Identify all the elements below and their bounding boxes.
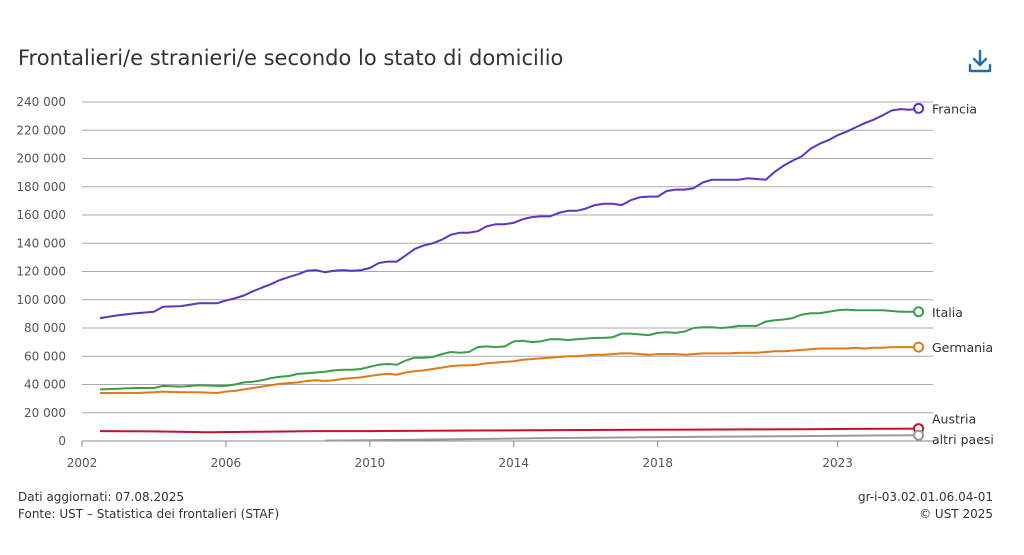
x-tick-label: 2023: [822, 456, 853, 470]
download-icon-glyph: [968, 49, 992, 73]
download-icon[interactable]: [966, 49, 994, 75]
series-label-francia: Francia: [932, 101, 977, 116]
end-marker-germania[interactable]: [913, 341, 925, 353]
x-tick-label: 2010: [355, 456, 386, 470]
y-tick-label: 40 000: [24, 378, 66, 392]
y-tick-label: 140 000: [16, 236, 66, 250]
series-label-italia: Italia: [932, 305, 963, 320]
y-tick-label: 80 000: [24, 321, 66, 335]
chart-title: Frontalieri/e stranieri/e secondo lo sta…: [18, 46, 564, 70]
series-label-germania: Germania: [932, 340, 993, 355]
y-tick-label: 120 000: [16, 265, 66, 279]
series-label-altri-paesi: altri paesi: [932, 432, 994, 447]
y-tick-label: 100 000: [16, 293, 66, 307]
series-line-germania[interactable]: [100, 346, 919, 394]
series-line-italia[interactable]: [99, 308, 919, 391]
copyright: © UST 2025: [919, 507, 993, 521]
data-updated: Dati aggiornati: 07.08.2025: [18, 490, 184, 504]
y-tick-label: 60 000: [24, 349, 66, 363]
series-line-francia[interactable]: [99, 107, 919, 320]
end-marker-francia[interactable]: [913, 102, 925, 114]
x-tick-label: 2014: [499, 456, 530, 470]
data-source: Fonte: UST – Statistica dei frontalieri …: [18, 507, 280, 521]
x-tick-label: 2006: [211, 456, 242, 470]
series-label-austria: Austria: [932, 412, 976, 427]
x-tick-label: 2002: [67, 456, 98, 470]
y-tick-label: 20 000: [24, 406, 66, 420]
end-marker-altri-paesi[interactable]: [913, 429, 925, 441]
y-tick-label: 160 000: [16, 208, 66, 222]
series-line-altri-paesi[interactable]: [324, 434, 919, 442]
y-tick-label: 200 000: [16, 152, 66, 166]
y-tick-label: 180 000: [16, 180, 66, 194]
y-tick-label: 0: [58, 434, 66, 448]
y-tick-label: 240 000: [16, 95, 66, 109]
chart-code: gr-i-03.02.01.06.04-01: [858, 490, 993, 504]
end-marker-italia[interactable]: [913, 306, 925, 318]
series-line-austria[interactable]: [99, 427, 919, 434]
footer-right: gr-i-03.02.01.06.04-01 © UST 2025: [858, 489, 993, 523]
footer-left: Dati aggiornati: 07.08.2025 Fonte: UST –…: [18, 489, 279, 523]
x-tick-label: 2018: [642, 456, 673, 470]
y-tick-label: 220 000: [16, 123, 66, 137]
